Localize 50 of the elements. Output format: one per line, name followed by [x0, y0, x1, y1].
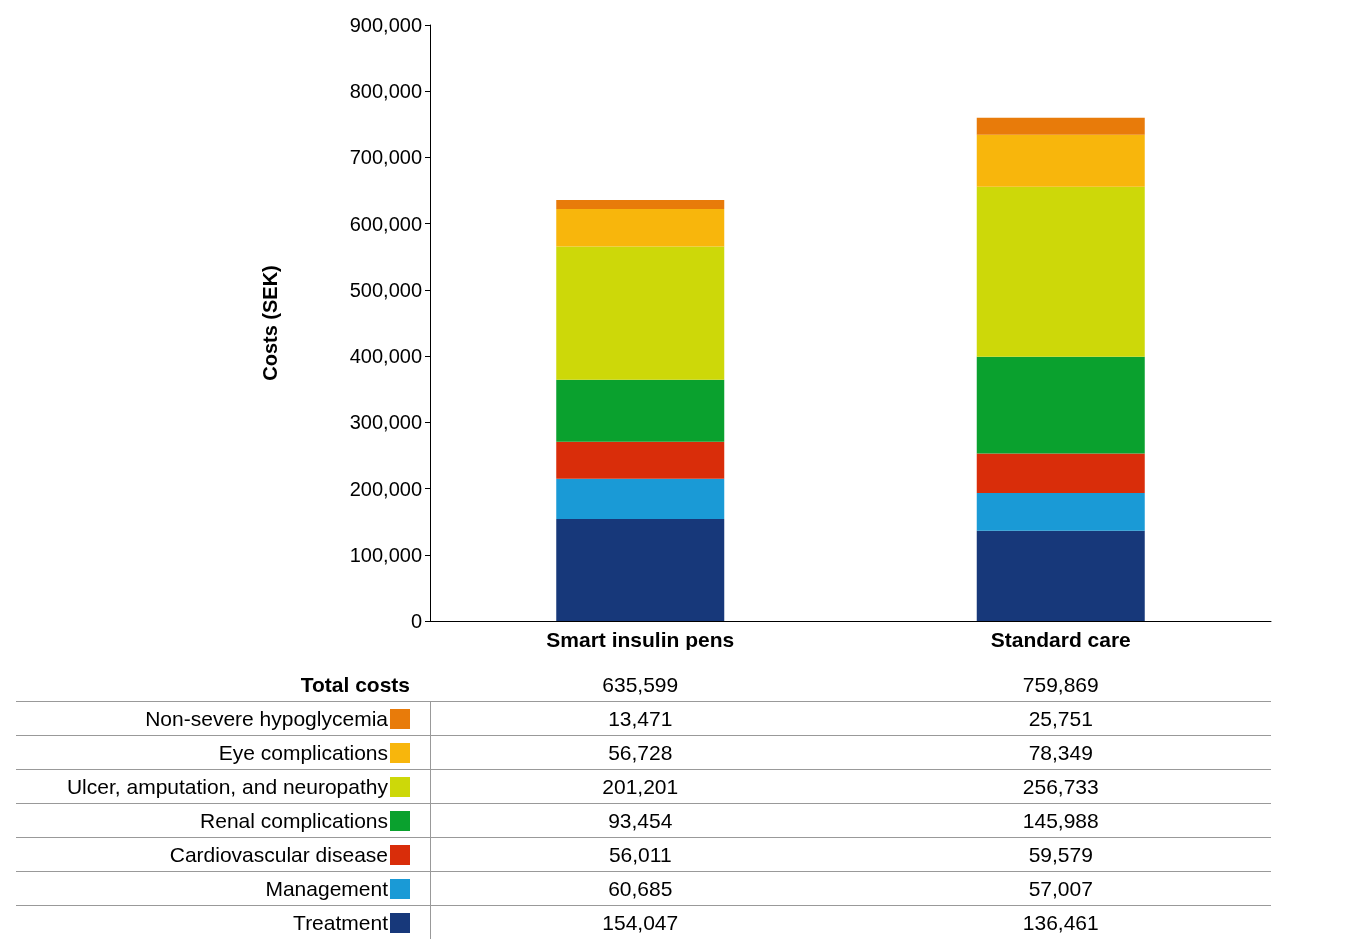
bar [556, 518, 725, 621]
data-label: 60,685 [607, 876, 674, 901]
bar [556, 246, 725, 380]
y-tick-label: 800,000 [349, 80, 422, 103]
legend-label: Management [265, 876, 388, 901]
y-tick-label: 500,000 [349, 278, 422, 301]
data-label: 256,733 [1021, 774, 1100, 799]
y-tick-label: 400,000 [349, 345, 422, 368]
data-label: 13,471 [607, 706, 674, 731]
x-tick-label: Standard care [990, 628, 1131, 651]
bar [976, 134, 1145, 187]
data-label: 78,349 [1027, 740, 1094, 765]
bar [556, 441, 725, 479]
total-label: 635,599 [601, 672, 680, 697]
bar [976, 530, 1145, 621]
bar [556, 200, 725, 210]
y-tick-label: 700,000 [349, 146, 422, 169]
bar [976, 356, 1145, 454]
y-tick-label: 900,000 [349, 14, 422, 36]
legend-label: Ulcer, amputation, and neuropathy [66, 774, 388, 799]
legend-label: Non-severe hypoglycemia [145, 706, 388, 731]
bar [976, 186, 1145, 357]
legend-label: Treatment [293, 910, 388, 935]
legend-label: Eye complications [218, 740, 388, 765]
y-tick-label: 300,000 [349, 411, 422, 434]
data-label: 201,201 [601, 774, 680, 799]
data-label: 59,579 [1027, 842, 1094, 867]
bar [976, 492, 1145, 531]
data-label: 25,751 [1027, 706, 1094, 731]
y-tick-label: 600,000 [349, 212, 422, 235]
legend-label: Cardiovascular disease [169, 842, 388, 867]
data-label: 136,461 [1021, 910, 1100, 935]
data-label: 154,047 [601, 910, 680, 935]
text: Total costs [299, 672, 410, 697]
bar [556, 478, 725, 519]
y-tick-label: 100,000 [349, 543, 422, 566]
data-label: 56,728 [607, 740, 674, 765]
data-label: 56,011 [607, 842, 673, 867]
y-axis-title: Costs (SEK) [259, 265, 281, 381]
data-label: 145,988 [1021, 808, 1100, 833]
y-tick-label: 200,000 [349, 477, 422, 500]
bar [976, 117, 1145, 135]
total-label: 759,869 [1021, 672, 1100, 697]
data-label: 57,007 [1027, 876, 1094, 901]
bar [556, 209, 725, 247]
data-label: 93,454 [607, 808, 674, 833]
legend-label: Renal complications [200, 808, 388, 833]
bar [556, 379, 725, 442]
y-tick-label: 0 [410, 610, 422, 632]
bar [976, 453, 1145, 493]
